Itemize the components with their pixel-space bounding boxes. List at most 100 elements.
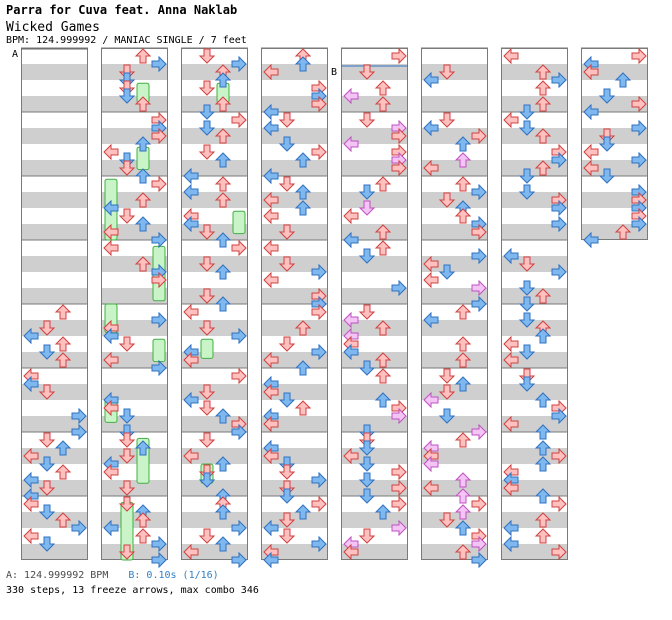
step-arrow	[438, 192, 456, 208]
step-arrow	[183, 351, 199, 369]
step-arrow	[454, 376, 472, 392]
beat-stripe	[181, 160, 248, 176]
step-arrow	[278, 336, 296, 352]
beat-stripe	[421, 416, 488, 432]
step-arrow	[278, 136, 296, 152]
step-arrow	[358, 112, 376, 128]
step-arrow	[278, 256, 296, 272]
step-arrow	[518, 168, 536, 184]
step-arrow	[71, 519, 87, 537]
beat-stripe	[501, 480, 568, 496]
step-arrow	[374, 80, 392, 96]
step-arrow	[343, 543, 359, 561]
column-border	[501, 48, 568, 560]
step-arrow	[631, 95, 647, 113]
step-arrow	[503, 47, 519, 65]
step-arrow	[391, 159, 407, 177]
beat-stripe	[181, 512, 248, 528]
step-arrow	[103, 399, 119, 417]
beat-stripe	[181, 416, 248, 432]
step-arrow	[551, 447, 567, 465]
marker-b-label: B	[331, 67, 337, 78]
step-arrow	[374, 240, 392, 256]
step-arrow	[551, 199, 567, 217]
step-arrow	[134, 440, 152, 456]
step-arrow	[151, 535, 167, 553]
step-arrow	[598, 168, 616, 184]
step-arrow	[583, 63, 599, 81]
step-arrow	[294, 400, 312, 416]
beat-stripe	[341, 320, 408, 336]
step-arrow	[583, 231, 599, 249]
step-arrow	[118, 336, 136, 352]
step-arrow	[343, 135, 359, 153]
step-arrow	[263, 119, 279, 137]
step-arrow	[518, 312, 536, 328]
step-arrow	[183, 543, 199, 561]
beat-stripe	[21, 288, 88, 304]
step-arrow	[534, 328, 552, 344]
beat-stripe	[21, 192, 88, 208]
beat-stripe	[21, 64, 88, 80]
step-arrow	[598, 88, 616, 104]
step-arrow	[518, 184, 536, 200]
step-arrow	[294, 152, 312, 168]
step-arrow	[103, 351, 119, 369]
beat-stripe	[101, 256, 168, 272]
step-arrow	[151, 311, 167, 329]
step-arrow	[343, 87, 359, 105]
step-arrow	[134, 192, 152, 208]
beat-stripe	[501, 128, 568, 144]
beat-stripe	[501, 224, 568, 240]
step-arrow	[151, 359, 167, 377]
step-arrow	[23, 375, 39, 393]
step-arrow	[151, 551, 167, 569]
step-arrow	[438, 112, 456, 128]
step-arrow	[103, 519, 119, 537]
step-arrow	[54, 352, 72, 368]
step-arrow	[311, 95, 327, 113]
step-arrow	[631, 151, 647, 169]
step-arrow	[438, 512, 456, 528]
step-arrow	[438, 64, 456, 80]
beat-stripe	[21, 544, 88, 560]
step-arrow	[471, 535, 487, 553]
step-arrow	[198, 224, 216, 240]
step-arrow	[183, 447, 199, 465]
step-arrow	[551, 495, 567, 513]
step-arrow	[103, 199, 119, 217]
step-arrow	[278, 224, 296, 240]
step-arrow	[438, 408, 456, 424]
beat-stripe	[581, 96, 648, 112]
beat-stripe	[101, 512, 168, 528]
step-arrow	[263, 551, 279, 569]
step-arrow	[518, 280, 536, 296]
step-arrow	[391, 279, 407, 297]
step-arrow	[343, 311, 359, 329]
step-arrow	[231, 367, 247, 385]
beat-stripe	[501, 320, 568, 336]
beat-stripe	[261, 160, 328, 176]
step-arrow	[454, 136, 472, 152]
step-arrow	[198, 48, 216, 64]
step-arrow	[278, 392, 296, 408]
step-arrow	[471, 223, 487, 241]
step-arrow	[118, 208, 136, 224]
step-arrow	[423, 255, 439, 273]
step-arrow	[454, 544, 472, 560]
step-arrow	[198, 80, 216, 96]
step-arrow	[278, 176, 296, 192]
step-arrow	[534, 456, 552, 472]
column-border	[581, 48, 648, 240]
step-arrow	[263, 103, 279, 121]
beat-stripe	[341, 128, 408, 144]
beat-stripe	[341, 288, 408, 304]
step-arrow	[134, 528, 152, 544]
step-arrow	[134, 96, 152, 112]
beat-stripe	[21, 160, 88, 176]
beat-stripe	[181, 128, 248, 144]
step-arrow	[423, 271, 439, 289]
step-arrow	[54, 304, 72, 320]
beat-stripe	[101, 384, 168, 400]
step-arrow	[503, 351, 519, 369]
